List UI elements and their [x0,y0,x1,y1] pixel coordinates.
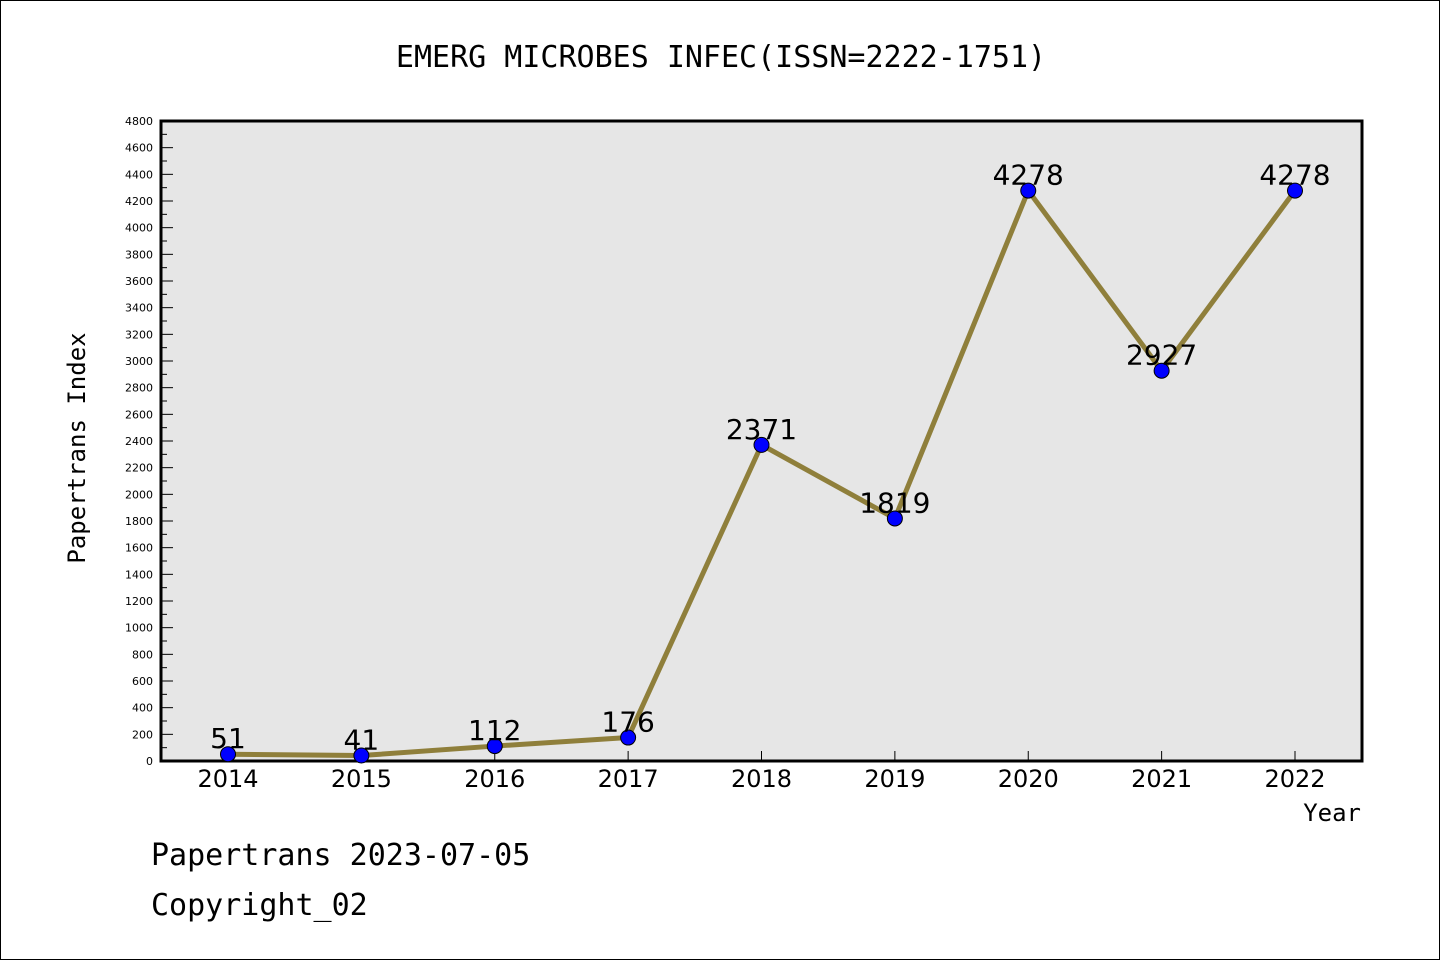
data-label: 1819 [859,486,930,519]
y-tick-label: 4800 [125,115,153,128]
y-tick-label: 2600 [125,408,153,421]
y-tick-label: 600 [132,675,153,688]
series-group: 51 41 112 176 2371 1819 4278 2927 4278 [210,159,1331,764]
x-tick-label: 2021 [1131,765,1192,793]
y-tick-label: 2000 [125,488,153,501]
y-tick-label: 4000 [125,222,153,235]
y-tick-label: 4400 [125,168,153,181]
data-label: 112 [468,714,521,747]
x-tick-label: 2017 [598,765,659,793]
data-label: 4278 [993,159,1064,192]
data-point [620,729,637,746]
y-tick-label: 3800 [125,248,153,261]
y-tick-label: 4600 [125,142,153,155]
data-point [1020,182,1037,199]
y-tick-label: 3000 [125,355,153,368]
data-point [1153,362,1170,379]
y-axis-label: Papertrans Index [63,332,91,563]
x-tick-label: 2022 [1264,765,1325,793]
y-tick-label: 800 [132,648,153,661]
x-axis: 2014 2015 2016 2017 2018 2019 2020 2021 2022 [197,751,1326,793]
y-tick-label: 0 [146,755,153,768]
data-label: 41 [344,724,380,757]
y-tick-label: 2800 [125,382,153,395]
y-tick-label: 3200 [125,328,153,341]
y-tick-label: 400 [132,702,153,715]
x-tick-label: 2020 [998,765,1059,793]
data-point [220,746,236,763]
y-tick-label: 1600 [125,542,153,555]
chart-title: EMERG MICROBES INFEC(ISSN=2222-1751) [396,40,1046,75]
x-tick-label: 2016 [464,765,525,793]
data-label: 2371 [726,413,797,446]
y-tick-label: 1400 [125,568,153,581]
data-point [1287,182,1303,199]
y-tick-label: 200 [132,728,153,741]
x-tick-label: 2014 [197,765,258,793]
footer-copyright-text: Copyright_02 [151,888,368,923]
data-point [353,747,370,764]
y-axis: 0 200 400 600 800 1000 1200 1400 1600 1800 2000 220… [125,115,173,768]
data-point [486,738,503,755]
data-label: 4278 [1259,159,1330,192]
y-tick-label: 1200 [125,595,153,608]
y-tick-label: 2400 [125,435,153,448]
y-tick-label: 1000 [125,622,153,635]
y-tick-label: 2200 [125,462,153,475]
footer-date-text: Papertrans 2023-07-05 [151,838,530,873]
x-tick-label: 2019 [864,765,925,793]
x-tick-label: 2018 [731,765,792,793]
data-label: 176 [601,706,654,739]
y-tick-label: 3400 [125,302,153,315]
data-label: 51 [210,722,246,755]
data-point [886,510,903,527]
y-tick-label: 1800 [125,515,153,528]
x-axis-label: Year [1303,799,1361,827]
y-tick-label: 3600 [125,275,153,288]
x-tick-label: 2015 [331,765,392,793]
data-label: 2927 [1126,339,1197,372]
y-tick-label: 4200 [125,195,153,208]
data-point [753,436,770,453]
